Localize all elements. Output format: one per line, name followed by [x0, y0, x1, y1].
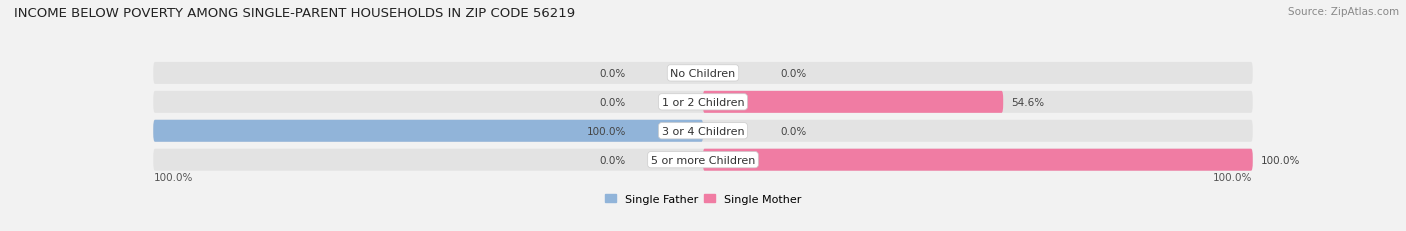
Text: 5 or more Children: 5 or more Children [651, 155, 755, 165]
Text: 100.0%: 100.0% [1213, 172, 1253, 182]
Text: 0.0%: 0.0% [780, 126, 806, 136]
Text: INCOME BELOW POVERTY AMONG SINGLE-PARENT HOUSEHOLDS IN ZIP CODE 56219: INCOME BELOW POVERTY AMONG SINGLE-PARENT… [14, 7, 575, 20]
FancyBboxPatch shape [703, 149, 1253, 171]
Text: 100.0%: 100.0% [153, 172, 193, 182]
Legend: Single Father, Single Mother: Single Father, Single Mother [605, 194, 801, 204]
Text: Source: ZipAtlas.com: Source: ZipAtlas.com [1288, 7, 1399, 17]
Text: 100.0%: 100.0% [1261, 155, 1301, 165]
FancyBboxPatch shape [153, 120, 703, 142]
Text: 0.0%: 0.0% [600, 155, 626, 165]
Text: 54.6%: 54.6% [1011, 97, 1045, 107]
Text: 0.0%: 0.0% [780, 69, 806, 79]
Text: No Children: No Children [671, 69, 735, 79]
Text: 0.0%: 0.0% [600, 97, 626, 107]
FancyBboxPatch shape [153, 149, 1253, 171]
FancyBboxPatch shape [153, 91, 1253, 113]
Text: 1 or 2 Children: 1 or 2 Children [662, 97, 744, 107]
FancyBboxPatch shape [153, 120, 1253, 142]
FancyBboxPatch shape [153, 63, 1253, 85]
Text: 100.0%: 100.0% [586, 126, 626, 136]
FancyBboxPatch shape [703, 91, 1004, 113]
Text: 3 or 4 Children: 3 or 4 Children [662, 126, 744, 136]
Text: 0.0%: 0.0% [600, 69, 626, 79]
